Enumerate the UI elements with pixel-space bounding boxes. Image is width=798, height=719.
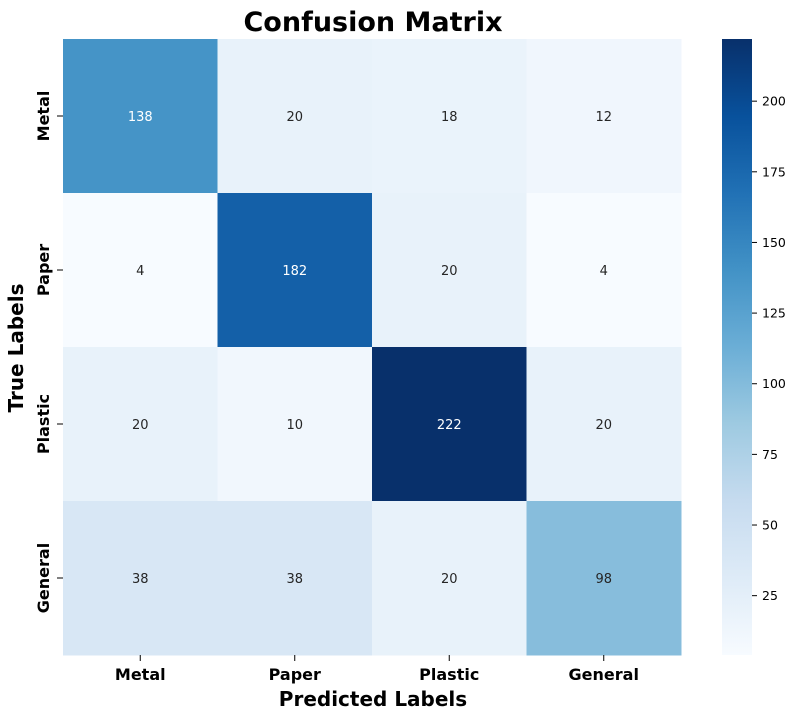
chart-title: Confusion Matrix <box>243 7 502 38</box>
heatmap-cell <box>372 347 527 502</box>
colorbar-tick-label: 50 <box>762 518 778 533</box>
y-axis-label: True Labels <box>4 284 28 413</box>
cell-value-label: 138 <box>128 110 153 125</box>
colorbar: 25 50 75 100 125 150 175 200 <box>722 39 786 655</box>
heatmap-cell <box>526 39 682 194</box>
heatmap-cell <box>63 501 218 656</box>
cell-value-label: 38 <box>132 572 149 587</box>
x-tick-label: Plastic <box>419 665 479 684</box>
heatmap-cell <box>217 347 373 502</box>
cell-value-label: 20 <box>595 418 612 433</box>
heatmap-cell <box>526 501 682 656</box>
colorbar-tick-label: 75 <box>762 447 778 462</box>
cell-value-label: 20 <box>132 418 149 433</box>
heatmap-cell <box>526 347 682 502</box>
cell-value-label: 4 <box>136 264 144 279</box>
heatmap-cell <box>217 39 373 194</box>
y-tick-label: Paper <box>34 244 53 296</box>
x-axis-label: Predicted Labels <box>279 687 467 711</box>
colorbar-tick-label: 175 <box>762 164 786 179</box>
cell-value-label: 182 <box>282 264 307 279</box>
colorbar-gradient <box>722 39 752 655</box>
colorbar-tick-label: 25 <box>762 588 778 603</box>
cell-value-label: 222 <box>437 418 462 433</box>
colorbar-tick-label: 125 <box>762 306 786 321</box>
colorbar-tick-label: 200 <box>762 94 786 109</box>
cell-value-label: 18 <box>441 110 458 125</box>
cell-value-label: 10 <box>286 418 303 433</box>
cell-value-label: 12 <box>595 110 612 125</box>
heatmap-cell <box>217 193 373 348</box>
heatmap-cell <box>63 39 218 194</box>
x-tick-label: Metal <box>115 665 166 684</box>
colorbar-ticks: 25 50 75 100 125 150 175 200 <box>752 94 786 603</box>
cell-value-label: 20 <box>441 572 458 587</box>
cell-value-label: 98 <box>595 572 612 587</box>
y-tick-label: Plastic <box>34 394 53 454</box>
heatmap-cell <box>526 193 682 348</box>
y-tick-label: Metal <box>34 91 53 142</box>
heatmap-cell <box>372 501 527 656</box>
cell-value-label: 38 <box>286 572 303 587</box>
heatmap-cell <box>63 193 218 348</box>
cell-value-label: 4 <box>600 264 608 279</box>
heatmap-cell <box>372 193 527 348</box>
colorbar-tick-label: 100 <box>762 376 786 391</box>
x-tick-label: Paper <box>269 665 321 684</box>
cell-value-label: 20 <box>286 110 303 125</box>
heatmap-cell <box>63 347 218 502</box>
heatmap-cell <box>217 501 373 656</box>
y-axis-ticks: Metal Paper Plastic General <box>34 91 63 613</box>
colorbar-tick-label: 150 <box>762 235 786 250</box>
heatmap-cell-labels: 138 20 18 12 4 182 20 4 20 10 222 20 38 38 20 98 <box>128 110 612 587</box>
heatmap-cells <box>63 39 682 656</box>
y-tick-label: General <box>34 543 53 613</box>
cell-value-label: 20 <box>441 264 458 279</box>
x-tick-label: General <box>569 665 639 684</box>
heatmap-cell <box>372 39 527 194</box>
x-axis-ticks: Metal Paper Plastic General <box>115 655 639 684</box>
